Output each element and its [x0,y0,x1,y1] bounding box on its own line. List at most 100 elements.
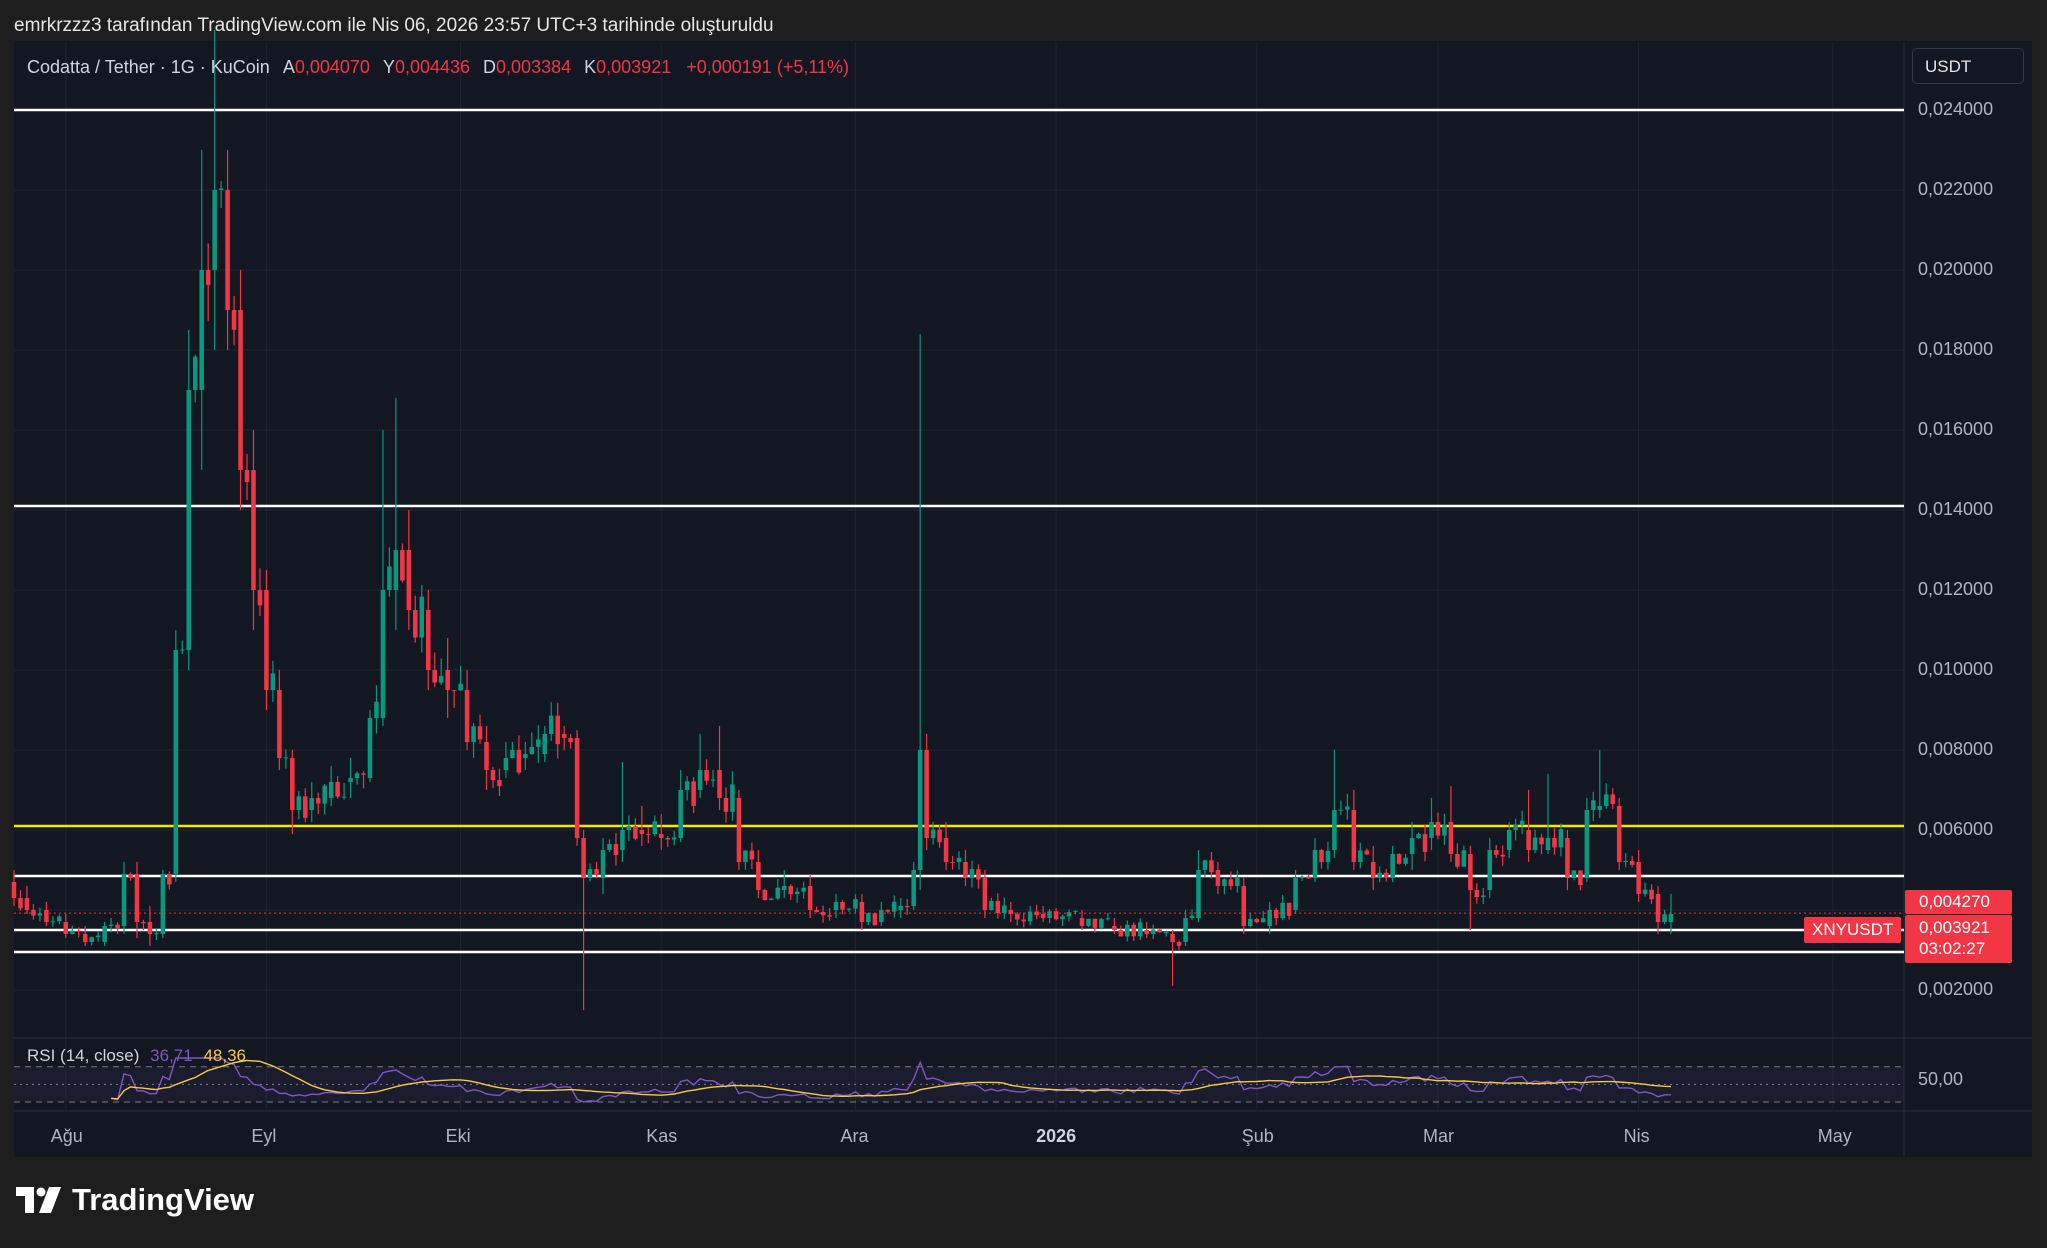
candle-body [846,908,852,910]
price-tick-label: 0,012000 [1918,579,1994,599]
candle-body [1597,806,1603,810]
candle-body [814,910,819,912]
candle-body [1468,854,1473,890]
candle-body [374,701,379,718]
high-label: Y [382,57,395,77]
candle-body [1105,918,1111,920]
candle-body [523,754,528,758]
candle-body [1235,877,1240,886]
tradingview-logo-icon [16,1187,61,1213]
currency-button[interactable]: USDT [1912,48,2024,84]
candle-body [503,758,509,770]
tradingview-logo[interactable]: TradingView [16,1182,254,1218]
candle-body [328,782,334,798]
candle-body [128,874,133,878]
candle-body [134,874,140,922]
candle-body [1396,854,1402,864]
candle-body [1584,810,1590,878]
time-tick-label: Kas [646,1126,678,1146]
candle-body [1060,916,1065,920]
candle-body [1157,929,1162,933]
candle-body [1248,918,1253,926]
candle-body [691,781,696,806]
candle-body [1662,914,1667,922]
candle-body [652,821,658,835]
rsi-label[interactable]: RSI (14, close) [27,1046,140,1065]
candle-body [1280,902,1285,919]
candle-body [1481,895,1486,898]
last-price-text: 0,003921 [1919,918,1990,937]
candle-body [1118,930,1124,937]
candle-body [95,935,101,938]
candle-body [471,726,476,742]
candle-body [264,590,269,690]
candle-body [1636,862,1641,894]
candle-body [989,900,994,910]
candle-body [613,844,619,855]
candle-body [853,899,858,909]
symbol-tag-badge: XNYUSDT [1804,917,1901,943]
candle-body [1150,929,1156,934]
candle-body [50,921,56,923]
candle-body [44,910,49,922]
candle-body [63,922,69,934]
candle-body [1053,911,1059,920]
candle-body [1448,822,1454,854]
candle-body [781,886,787,890]
open-value: 0,004070 [294,57,370,77]
candle-body [1474,890,1480,898]
candle-body [937,829,942,843]
candle-body [1422,834,1428,852]
candle-body [697,770,703,790]
change-value: +0,000191 (+5,11%) [686,57,850,77]
candle-body [270,673,276,690]
rsi-value: 36,71 [150,1046,193,1065]
candle-body [348,778,353,782]
candle-body [561,734,567,738]
time-tick-label: 2026 [1036,1126,1077,1146]
candle-body [594,869,599,876]
candle-body [995,900,1001,914]
candle-body [820,911,826,916]
close-label: K [584,57,597,77]
candle-body [1558,829,1564,848]
candle-body [620,830,625,850]
candle-body [866,913,871,922]
time-tick-label: Ara [840,1126,869,1146]
candle-body [477,726,483,740]
candle-body [1345,806,1350,810]
candle-body [115,924,120,929]
symbol-name[interactable]: Codatta / Tether · 1G · KuCoin [27,57,270,77]
candle-body [639,830,645,834]
candle-body [555,715,560,745]
candle-body [445,670,450,690]
candle-body [969,869,975,878]
rsi-ma-value: 48,36 [203,1046,246,1065]
candle-body [154,933,159,935]
candle-body [730,784,735,812]
countdown-text: 03:02:27 [1919,939,1986,958]
price-tick-label: 0,014000 [1918,499,1994,519]
candle-body [1034,911,1039,916]
candle-body [723,798,729,812]
candle-body [1099,919,1104,928]
candle-body [1383,872,1389,877]
candle-body [1403,857,1408,864]
candle-body [963,862,968,878]
low-label: D [483,57,497,77]
open-label: A [282,57,295,77]
candle-body [1629,861,1635,865]
candle-body [76,930,81,932]
low-value: 0,003384 [496,57,572,77]
candle-body [1519,820,1525,825]
candle-body [160,874,166,934]
candle-body [1616,806,1622,862]
candle-body [1487,850,1493,890]
candle-body [646,834,651,835]
candle-body [1351,810,1357,862]
candle-body [587,869,593,878]
candle-body [872,913,878,926]
candle-body [1623,861,1628,863]
candle-body [1416,834,1421,838]
